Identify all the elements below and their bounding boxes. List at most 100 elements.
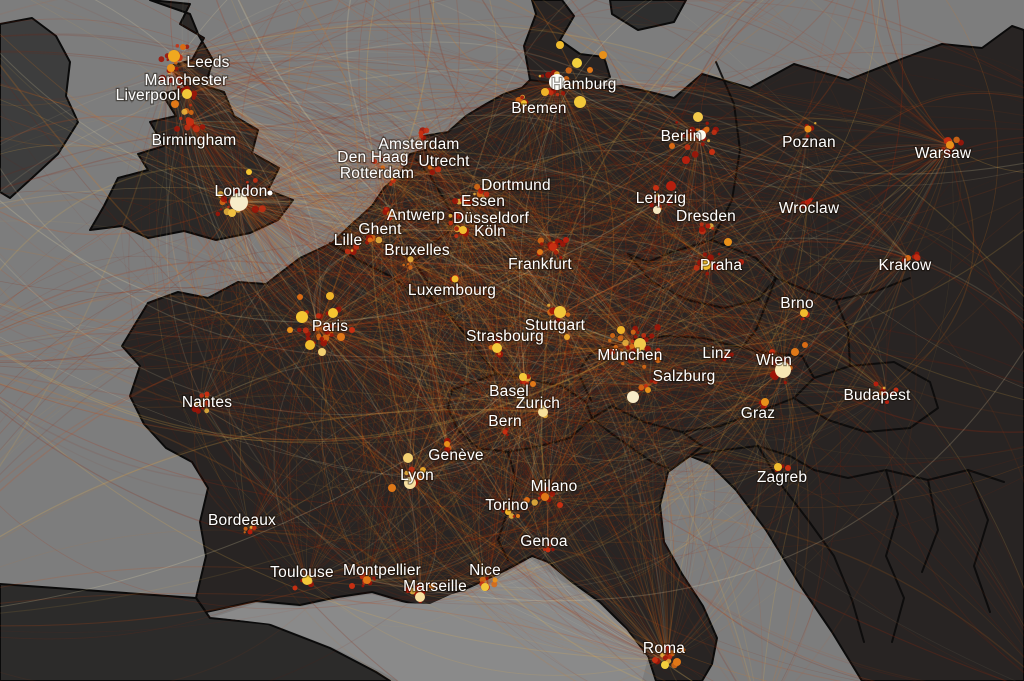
city-dot[interactable] xyxy=(349,583,355,589)
city-dot[interactable] xyxy=(415,592,425,602)
city-dot[interactable] xyxy=(326,292,334,300)
city-dot[interactable] xyxy=(774,463,782,471)
city-dot[interactable] xyxy=(541,88,549,96)
city-dot[interactable] xyxy=(182,89,192,99)
city-dot[interactable] xyxy=(363,576,371,584)
city-dot[interactable] xyxy=(530,381,536,387)
city-dot[interactable] xyxy=(724,238,732,246)
city-dot[interactable] xyxy=(549,74,565,90)
city-dot[interactable] xyxy=(696,130,706,140)
city-dot[interactable] xyxy=(230,193,248,211)
city-dot[interactable] xyxy=(287,327,293,333)
city-dot[interactable] xyxy=(387,211,393,217)
city-dot[interactable] xyxy=(805,199,811,205)
city-dot[interactable] xyxy=(460,197,466,203)
city-dot[interactable] xyxy=(653,206,661,214)
city-dot[interactable] xyxy=(609,349,615,355)
city-dot[interactable] xyxy=(297,294,303,300)
city-dot[interactable] xyxy=(653,185,659,191)
city-dot[interactable] xyxy=(556,41,564,49)
city-dot[interactable] xyxy=(669,143,675,149)
city-dot[interactable] xyxy=(481,583,489,591)
city-dot[interactable] xyxy=(946,141,954,149)
city-dot[interactable] xyxy=(587,67,593,73)
city-dot[interactable] xyxy=(724,352,730,358)
city-dot[interactable] xyxy=(557,502,563,508)
city-dot[interactable] xyxy=(680,647,686,653)
city-dot[interactable] xyxy=(775,362,791,378)
city-dot[interactable] xyxy=(652,657,658,663)
city-dot[interactable] xyxy=(492,577,498,583)
city-dot[interactable] xyxy=(705,223,711,229)
city-dot[interactable] xyxy=(505,509,511,515)
city-dot[interactable] xyxy=(599,51,607,59)
city-dot[interactable] xyxy=(478,188,484,194)
city-dot[interactable] xyxy=(404,477,416,489)
city-dot[interactable] xyxy=(693,112,703,122)
city-dot[interactable] xyxy=(574,96,586,108)
city-dot[interactable] xyxy=(665,645,671,651)
city-dot[interactable] xyxy=(186,118,194,126)
city-dot[interactable] xyxy=(328,308,338,318)
city-dot[interactable] xyxy=(247,529,253,535)
city-dot[interactable] xyxy=(337,333,345,341)
city-dot[interactable] xyxy=(502,429,508,435)
city-dot[interactable] xyxy=(204,391,210,397)
city-dot[interactable] xyxy=(549,243,557,251)
city-dot[interactable] xyxy=(453,213,459,219)
city-dot[interactable] xyxy=(627,391,639,403)
city-dot[interactable] xyxy=(893,387,899,393)
city-dot[interactable] xyxy=(701,260,711,270)
city-dot[interactable] xyxy=(617,326,625,334)
city-dot[interactable] xyxy=(405,587,411,593)
city-dot[interactable] xyxy=(655,357,661,363)
city-dot[interactable] xyxy=(791,348,799,356)
city-dot[interactable] xyxy=(228,209,236,217)
city-dot[interactable] xyxy=(521,100,527,106)
city-dot[interactable] xyxy=(673,658,681,666)
city-dot[interactable] xyxy=(516,514,520,518)
city-dot[interactable] xyxy=(541,493,549,501)
city-dot[interactable] xyxy=(769,349,775,355)
city-dot[interactable] xyxy=(420,467,426,473)
city-dot[interactable] xyxy=(367,237,373,243)
city-dot[interactable] xyxy=(302,575,312,585)
city-dot[interactable] xyxy=(666,181,676,191)
city-dot[interactable] xyxy=(538,407,548,417)
city-dot[interactable] xyxy=(761,398,769,406)
city-dot[interactable] xyxy=(267,190,273,196)
city-dot[interactable] xyxy=(429,583,435,589)
city-dot[interactable] xyxy=(804,125,812,133)
city-dot[interactable] xyxy=(537,249,543,255)
city-dot[interactable] xyxy=(785,465,791,471)
city-dot[interactable] xyxy=(459,226,467,234)
city-dot[interactable] xyxy=(800,309,808,317)
city-dot[interactable] xyxy=(873,381,879,387)
city-dot[interactable] xyxy=(296,311,308,323)
city-dot[interactable] xyxy=(572,58,582,68)
city-dot[interactable] xyxy=(388,484,396,492)
city-dot[interactable] xyxy=(545,547,551,553)
city-dot[interactable] xyxy=(564,334,570,340)
city-dot[interactable] xyxy=(451,275,459,283)
city-dot[interactable] xyxy=(180,44,186,50)
city-dot[interactable] xyxy=(885,400,889,404)
city-dot[interactable] xyxy=(246,169,252,175)
city-dot[interactable] xyxy=(168,50,180,62)
city-dot[interactable] xyxy=(403,453,413,463)
city-dot[interactable] xyxy=(905,255,911,261)
city-dot[interactable] xyxy=(661,661,669,669)
city-dot[interactable] xyxy=(318,348,326,356)
city-dot[interactable] xyxy=(682,156,690,164)
city-dot[interactable] xyxy=(634,338,646,350)
city-dot[interactable] xyxy=(709,149,715,155)
city-dot[interactable] xyxy=(524,497,530,503)
city-dot[interactable] xyxy=(554,306,566,318)
city-dot[interactable] xyxy=(292,585,298,591)
city-dot[interactable] xyxy=(802,342,808,348)
city-dot[interactable] xyxy=(563,237,569,243)
city-dot[interactable] xyxy=(167,64,175,72)
city-dot[interactable] xyxy=(519,373,527,381)
city-dot[interactable] xyxy=(418,130,424,136)
